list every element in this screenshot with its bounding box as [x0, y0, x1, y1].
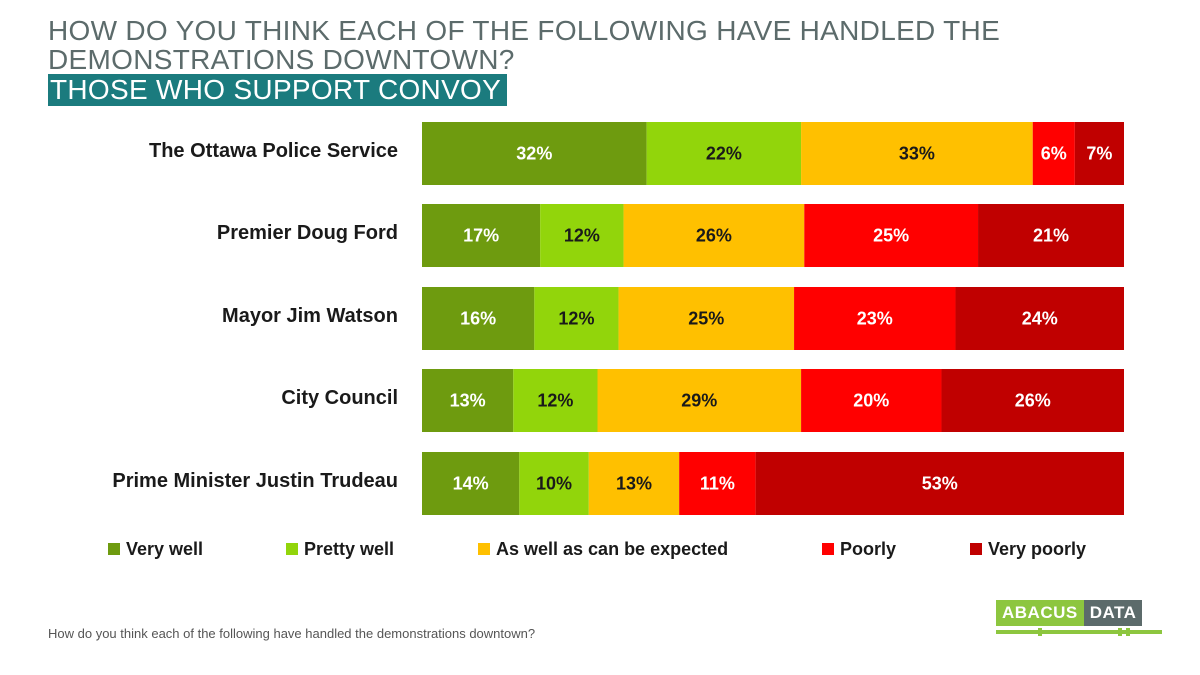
data-label: 21%: [1033, 225, 1069, 245]
data-label: 20%: [853, 390, 889, 410]
data-label: 12%: [558, 308, 594, 328]
data-label: 22%: [706, 143, 742, 163]
data-label: 13%: [450, 390, 486, 410]
bar-segment: [646, 122, 802, 185]
stacked-bar-chart: The Ottawa Police Service 32% 22% 33% 6% 7% Pr…: [112, 122, 1124, 515]
bar-segment: [588, 452, 680, 515]
data-label: 6%: [1041, 143, 1067, 163]
legend-item: Pretty well: [286, 536, 394, 562]
data-label: 53%: [922, 473, 958, 493]
data-label: 26%: [696, 225, 732, 245]
legend-swatch: [822, 543, 834, 555]
bar-segment: [422, 452, 520, 515]
logo-tick: [1038, 628, 1042, 636]
bar-segment: [801, 122, 1033, 185]
data-label: 25%: [873, 225, 909, 245]
legend-swatch: [286, 543, 298, 555]
bar-segment: [422, 369, 514, 432]
legend-label: Poorly: [840, 538, 897, 559]
logo-tick: [1118, 628, 1122, 636]
data-label: 25%: [688, 308, 724, 328]
legend-item: Poorly: [822, 536, 896, 562]
legend-label: Very well: [126, 538, 204, 559]
data-label: 12%: [564, 225, 600, 245]
data-label: 23%: [857, 308, 893, 328]
legend-label: Pretty well: [304, 538, 395, 559]
data-label: 10%: [536, 473, 572, 493]
bar-segment: [422, 287, 535, 350]
footnote: How do you think each of the following h…: [48, 626, 536, 641]
data-label: 26%: [1015, 390, 1051, 410]
bar-segment: [755, 452, 1124, 515]
logo-underline: [996, 630, 1162, 634]
legend-label: Very poorly: [988, 538, 1087, 559]
bar-segment: [955, 287, 1124, 350]
bar-segment: [1032, 122, 1075, 185]
data-label: 16%: [460, 308, 496, 328]
data-label: 11%: [700, 473, 735, 493]
category-label: City Council: [281, 387, 398, 409]
data-label: 13%: [616, 473, 652, 493]
bar-segment: [941, 369, 1124, 432]
data-label: 32%: [516, 143, 552, 163]
bar-segment: [422, 204, 541, 267]
bar-segment: [1074, 122, 1124, 185]
bar-segment: [623, 204, 805, 267]
data-label: 7%: [1086, 143, 1112, 163]
logo-tick: [1126, 628, 1130, 636]
category-label: Prime Minister Justin Trudeau: [112, 470, 398, 492]
bar-segment: [618, 287, 795, 350]
chart-subtitle: THOSE WHO SUPPORT CONVOY: [48, 74, 508, 106]
data-label: 12%: [537, 390, 573, 410]
logo-text-abacus: ABACUS: [996, 600, 1084, 626]
category-label: Premier Doug Ford: [217, 222, 398, 244]
legend-item: Very well: [108, 536, 203, 562]
logo-text-data: DATA: [1083, 600, 1143, 626]
category-label: The Ottawa Police Service: [149, 140, 398, 162]
data-label: 24%: [1022, 308, 1058, 328]
data-label: 33%: [899, 143, 935, 163]
bar-segment: [794, 287, 956, 350]
data-label: 29%: [681, 390, 717, 410]
legend-swatch: [108, 543, 120, 555]
category-label: Mayor Jim Watson: [222, 305, 398, 327]
bar-segment: [801, 369, 942, 432]
bar-segment: [804, 204, 979, 267]
bar-segment: [519, 452, 589, 515]
legend-item: Very poorly: [970, 536, 1086, 562]
bar-segment: [597, 369, 802, 432]
bar-segment: [422, 122, 647, 185]
data-label: 14%: [453, 473, 489, 493]
bar-segment: [679, 452, 756, 515]
bar-segment: [513, 369, 598, 432]
legend-swatch: [478, 543, 490, 555]
legend-item: As well as can be expected: [478, 536, 728, 562]
legend-swatch: [970, 543, 982, 555]
abacus-data-logo: ABACUS DATA: [996, 600, 1162, 640]
data-label: 17%: [463, 225, 499, 245]
bar-segment: [534, 287, 619, 350]
legend-label: As well as can be expected: [496, 538, 729, 559]
legend: Very well Pretty well As well as can be ex…: [0, 536, 1200, 562]
bar-segment: [978, 204, 1124, 267]
bar-segment: [540, 204, 624, 267]
chart-title: HOW DO YOU THINK EACH OF THE FOLLOWING H…: [48, 15, 1001, 75]
